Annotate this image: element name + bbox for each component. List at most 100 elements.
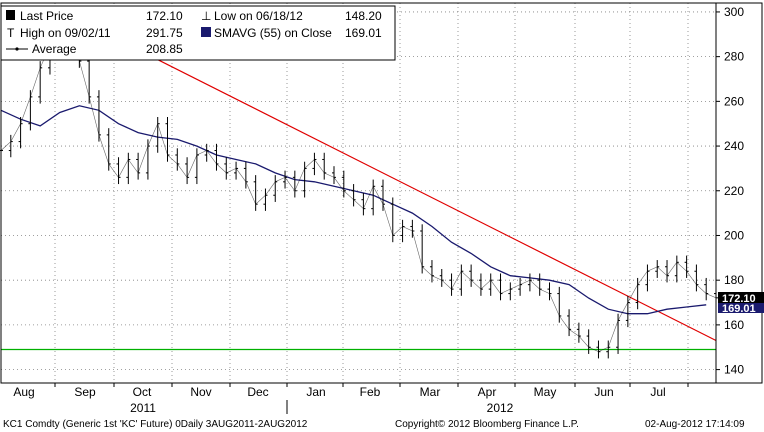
price-bar xyxy=(655,260,660,278)
average-dot-icon xyxy=(15,47,19,51)
right-axis-frame xyxy=(715,2,763,384)
price-bar xyxy=(155,117,160,153)
x-month-label: Dec xyxy=(247,385,268,399)
price-bar xyxy=(645,264,650,292)
x-year-label: 2011 xyxy=(130,401,156,415)
y-tick-label: 200 xyxy=(724,228,744,242)
price-layer xyxy=(0,27,718,359)
y-tick-label: 300 xyxy=(724,5,744,19)
price-bar xyxy=(576,322,581,343)
price-bar xyxy=(704,277,709,301)
trendline-layer xyxy=(102,31,717,342)
y-tick-label: 140 xyxy=(724,363,744,377)
trend-line xyxy=(102,31,717,342)
price-bar xyxy=(459,264,464,296)
last-price-tag: 172.10 xyxy=(718,292,764,305)
price-bar xyxy=(96,90,101,142)
x-month-label: Oct xyxy=(133,385,152,399)
legend-low-label: Low on 06/18/12 xyxy=(214,9,303,23)
price-bar xyxy=(18,117,23,149)
grid-layer xyxy=(1,3,716,383)
legend-last-price-label: Last Price xyxy=(20,9,74,23)
y-axis: 140 160 180 200 220 240 260 280 300 xyxy=(716,5,744,377)
price-bar xyxy=(557,286,562,323)
price-bar xyxy=(527,273,532,292)
price-bar xyxy=(684,255,689,278)
price-bar xyxy=(185,157,190,185)
price-bar xyxy=(253,175,258,211)
price-bar xyxy=(674,255,679,283)
y-tick-label: 160 xyxy=(724,318,744,332)
smavg-price-tag-text: 169.01 xyxy=(722,303,756,315)
legend-average-value: 208.85 xyxy=(146,42,183,56)
x-year-label: 2012 xyxy=(487,401,514,415)
price-bar xyxy=(488,273,493,296)
last-price-tag-text: 172.10 xyxy=(722,293,756,305)
price-bar xyxy=(400,219,405,243)
x-month-label: Jun xyxy=(594,385,613,399)
price-bar xyxy=(635,277,640,310)
price-bar xyxy=(312,152,317,176)
price-bar xyxy=(469,264,474,287)
legend-high-value: 291.75 xyxy=(146,26,183,40)
price-bar xyxy=(351,184,356,207)
price-bar xyxy=(498,273,503,301)
x-month-label: May xyxy=(534,385,557,399)
price-bar xyxy=(518,277,523,296)
price-bar xyxy=(665,260,670,283)
high-marker-icon: T xyxy=(7,26,15,40)
price-bar xyxy=(332,166,337,185)
price-bar xyxy=(508,282,513,301)
price-bar xyxy=(116,157,121,185)
price-bar xyxy=(371,179,376,216)
footer-left: KC1 Comdty (Generic 1st 'KC' Future) 0Da… xyxy=(3,419,308,430)
price-bar xyxy=(625,295,630,328)
legend-low-value: 148.20 xyxy=(345,9,382,23)
legend-high-label: High on 09/02/11 xyxy=(20,26,111,40)
price-path xyxy=(0,33,717,353)
price-bar xyxy=(478,273,483,296)
price-bar xyxy=(341,170,346,198)
price-bar xyxy=(361,193,366,216)
x-month-label: Jul xyxy=(650,385,665,399)
x-month-label: Aug xyxy=(13,385,34,399)
price-bar xyxy=(283,170,288,189)
price-bar xyxy=(126,152,131,185)
price-bar xyxy=(224,157,229,180)
legend-smavg-label: SMAVG (55) on Close xyxy=(214,26,332,40)
price-bar xyxy=(273,175,278,202)
footer: KC1 Comdty (Generic 1st 'KC' Future) 0Da… xyxy=(3,419,745,430)
price-bar xyxy=(449,273,454,296)
price-bar xyxy=(429,260,434,283)
x-month-label: Sep xyxy=(74,385,96,399)
price-bar xyxy=(537,273,542,296)
footer-center: Copyright© 2012 Bloomberg Finance L.P. xyxy=(395,419,579,430)
legend-average-label: Average xyxy=(32,42,77,56)
price-bar xyxy=(175,148,180,171)
legend-last-price-value: 172.10 xyxy=(146,9,183,23)
last-price-swatch xyxy=(6,10,15,20)
price-bar xyxy=(136,152,141,180)
price-bar xyxy=(616,313,621,354)
price-bar xyxy=(567,309,572,337)
legend: Last Price 172.10 ⊥ Low on 06/18/12 148.… xyxy=(0,5,396,61)
x-axis: Aug Sep Oct Nov Dec Jan Feb Mar Apr May Jun Jul 2011… xyxy=(13,383,689,415)
y-tick-label: 220 xyxy=(724,184,744,198)
footer-right: 02-Aug-2012 17:14:09 xyxy=(645,419,745,430)
low-marker-icon: ⊥ xyxy=(201,9,211,23)
price-bar xyxy=(292,170,297,198)
price-bar xyxy=(439,269,444,287)
price-bar xyxy=(263,188,268,211)
y-tick-label: 260 xyxy=(724,94,744,108)
x-month-label: Feb xyxy=(360,385,381,399)
y-tick-label: 280 xyxy=(724,50,744,64)
smavg-price-tag: 169.01 xyxy=(718,303,764,315)
price-bar xyxy=(547,282,552,301)
price-bar xyxy=(586,329,591,354)
smavg-swatch xyxy=(201,27,211,37)
legend-smavg-value: 169.01 xyxy=(345,26,382,40)
x-month-label: Apr xyxy=(478,385,497,399)
x-month-label: Jan xyxy=(306,385,325,399)
price-bar xyxy=(694,264,699,292)
